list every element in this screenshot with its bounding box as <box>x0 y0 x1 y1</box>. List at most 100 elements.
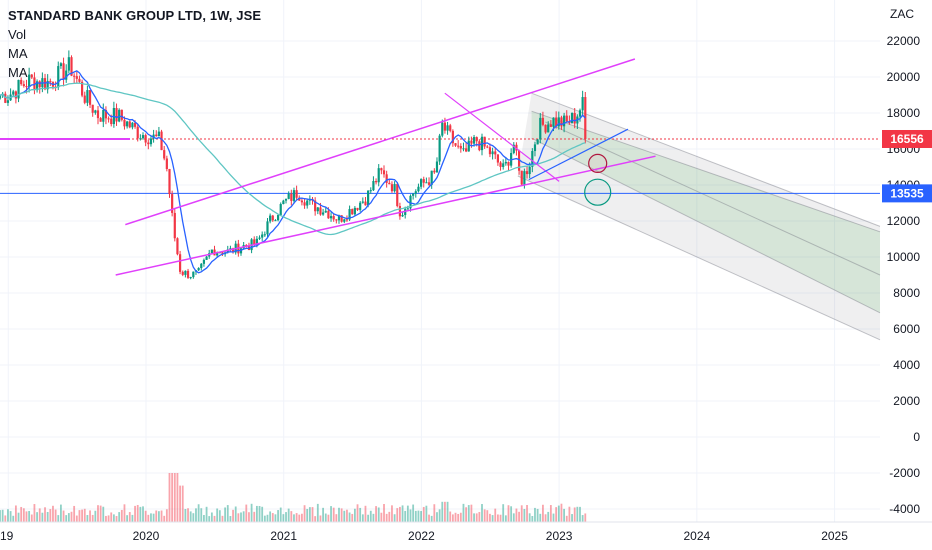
candle-body <box>406 208 409 210</box>
volume-bar <box>46 511 49 522</box>
volume-bar <box>205 506 208 522</box>
volume-bar <box>451 514 454 522</box>
moving-average-line <box>0 70 586 274</box>
volume-bar <box>576 506 579 522</box>
trend-line <box>528 128 629 181</box>
candle-body <box>372 180 375 191</box>
volume-bar <box>250 503 253 522</box>
candle-body <box>504 161 507 164</box>
volume-bar <box>316 503 319 522</box>
candle-body <box>425 182 428 184</box>
candle-body <box>351 209 354 215</box>
candle-body <box>59 63 63 67</box>
volume-bar <box>142 506 144 522</box>
candle-body <box>343 219 346 222</box>
volume-bar <box>139 506 142 522</box>
volume-bar <box>218 510 221 522</box>
volume-bar <box>534 507 536 522</box>
candle-body <box>563 115 566 127</box>
candle-body <box>96 110 100 119</box>
candle-body <box>102 110 105 122</box>
volume-bar <box>224 507 227 522</box>
volume-bar <box>150 513 152 522</box>
candle-body <box>157 131 161 137</box>
volume-bar <box>330 506 332 522</box>
candle-body <box>274 220 277 222</box>
candle-body <box>17 79 20 99</box>
candle-body <box>409 195 412 209</box>
volume-bar <box>568 506 571 522</box>
volume-bar <box>449 511 452 522</box>
volume-bar <box>128 512 131 522</box>
volume-bar <box>73 505 76 522</box>
volume-bar <box>491 515 494 522</box>
volume-bar <box>523 508 526 522</box>
legend-indicator-vol[interactable]: Vol <box>8 27 27 42</box>
candle-body <box>263 234 266 236</box>
legend-indicator-ma-2[interactable]: MA <box>8 65 28 80</box>
volume-bar <box>409 509 412 522</box>
candle-body <box>324 210 327 213</box>
candle-body <box>337 215 341 221</box>
price-label-tag <box>882 129 932 148</box>
candle-body <box>86 90 89 103</box>
candle-body <box>173 212 176 239</box>
volume-bar <box>192 513 195 522</box>
time-axis: 19 2020 2021 2022 2023 2024 2025 <box>0 521 932 543</box>
candle-body <box>14 91 17 99</box>
volume-histogram <box>0 473 587 522</box>
volume-bar <box>89 510 91 522</box>
candle-body <box>581 97 584 111</box>
volume-bar <box>385 513 388 522</box>
candle-body <box>507 161 510 166</box>
candle-body <box>65 70 68 80</box>
candle-body <box>73 75 76 77</box>
candle-body <box>520 170 523 185</box>
volume-bar <box>459 512 462 522</box>
volume-bar <box>277 510 279 522</box>
volume-bar <box>131 514 134 522</box>
volume-bar <box>544 514 547 522</box>
candle-body <box>49 80 52 83</box>
volume-bar <box>279 507 282 522</box>
price-label-value: 13535 <box>890 186 924 200</box>
candle-body <box>319 207 322 215</box>
candle-body <box>266 221 269 235</box>
candle-body <box>584 97 587 139</box>
candle-body <box>430 170 433 185</box>
candle-body <box>210 249 213 254</box>
candle-body <box>382 170 386 175</box>
volume-bar <box>97 505 99 522</box>
volume-bar <box>20 506 23 522</box>
candle-body <box>62 63 65 80</box>
candle-body <box>557 117 560 127</box>
volume-bar <box>343 510 346 522</box>
volume-bar <box>536 508 539 522</box>
volume-bar <box>30 514 33 522</box>
candle-body <box>483 136 486 147</box>
candle-body <box>570 112 574 124</box>
volume-bar <box>213 515 216 522</box>
y-tick-label: -4000 <box>889 502 920 516</box>
candle-body <box>335 219 338 221</box>
volume-bar <box>17 512 20 522</box>
candle-body <box>422 179 425 183</box>
volume-bar <box>573 507 576 522</box>
moving-average-line <box>0 82 586 236</box>
volume-bar <box>483 509 486 522</box>
volume-bar <box>557 505 560 522</box>
legend-indicator-ma-1[interactable]: MA <box>8 46 28 61</box>
y-tick-label: 10000 <box>887 250 921 264</box>
volume-bar <box>462 503 465 522</box>
candle-body <box>525 171 529 175</box>
pitchfork-drawings <box>517 92 881 341</box>
candle-body <box>462 148 465 150</box>
candle-body <box>536 139 539 145</box>
volume-bar <box>112 514 115 522</box>
volume-bar <box>552 513 555 522</box>
volume-bar <box>467 505 470 522</box>
candle-body <box>290 193 293 201</box>
candle-body <box>115 107 118 122</box>
volume-bar <box>547 511 550 522</box>
